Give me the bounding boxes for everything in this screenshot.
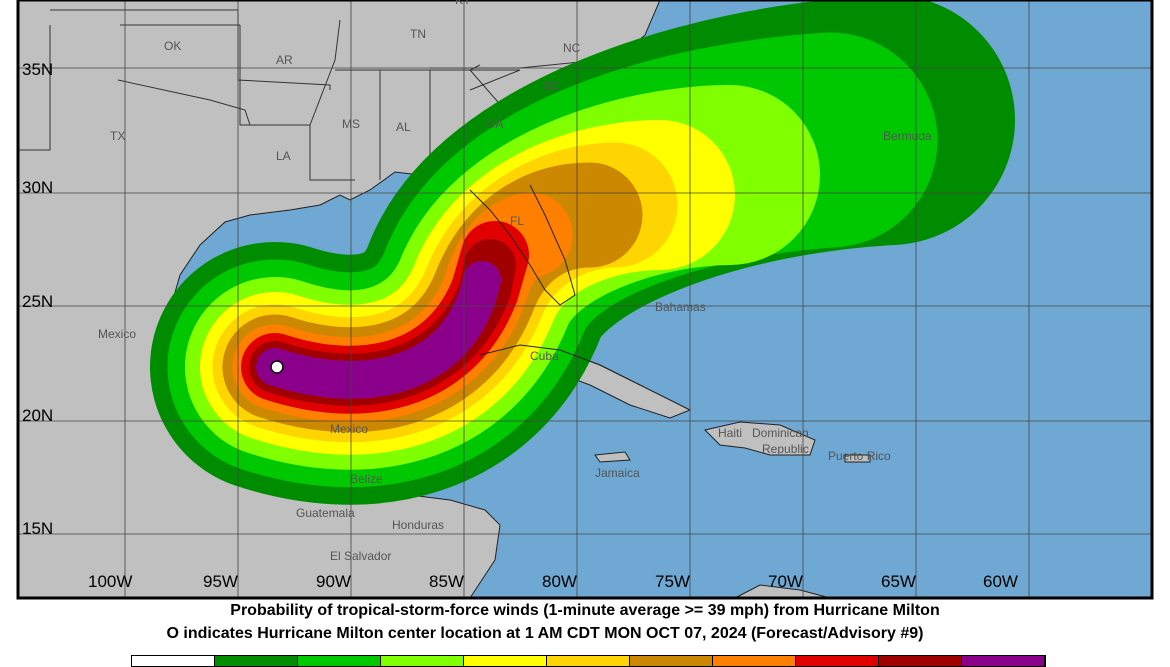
lat-label: 30N [22, 178, 53, 197]
place-label: Dominican [752, 426, 809, 440]
place-label: SC [543, 79, 560, 93]
place-label: KY [455, 0, 471, 7]
lat-label: 35N [22, 60, 53, 79]
place-label: TN [410, 27, 426, 41]
wind-probability-map: 100W 95W 90W 85W 80W 75W 70W 65W 60W 35N… [16, 0, 1154, 600]
legend-swatch [796, 656, 879, 666]
place-label: Bahamas [655, 300, 706, 314]
place-label: Republic [762, 442, 809, 456]
place-label: LA [276, 149, 291, 163]
lon-label: 65W [881, 572, 916, 591]
place-label: GA [486, 117, 503, 131]
place-label: Puerto Rico [828, 449, 891, 463]
legend-swatch [215, 656, 298, 666]
place-label: Guatemala [296, 506, 355, 520]
legend-swatch [381, 656, 464, 666]
place-label: Mexico [98, 327, 136, 341]
cuba-coastline [479, 344, 641, 386]
place-label: Mexico [330, 422, 368, 436]
lat-label: 15N [22, 519, 53, 538]
lon-label: 80W [542, 572, 577, 591]
caption-title: Probability of tropical-storm-force wind… [230, 602, 940, 619]
legend-swatch [879, 656, 962, 666]
lon-label: 100W [88, 572, 132, 591]
storm-center-icon [270, 360, 284, 374]
lon-label: 70W [768, 572, 803, 591]
legend-swatch [547, 656, 630, 666]
place-label: El Salvador [330, 549, 391, 563]
place-label: Cuba [530, 349, 559, 363]
place-label: MS [342, 117, 360, 131]
lon-label: 85W [429, 572, 464, 591]
land-hispaniola [704, 421, 816, 456]
place-label: OK [164, 39, 181, 53]
place-label: AR [276, 53, 293, 67]
place-label: Honduras [392, 518, 444, 532]
land-puerto-rico [844, 454, 871, 463]
place-label: AL [396, 120, 411, 134]
legend-swatch [713, 656, 796, 666]
florida-coastline [469, 184, 576, 306]
lon-label: 75W [655, 572, 690, 591]
lat-label: 20N [22, 406, 53, 425]
place-label: Jamaica [595, 466, 640, 480]
legend-swatch [298, 656, 381, 666]
legend-swatch [962, 656, 1045, 666]
lon-label: 60W [983, 572, 1018, 591]
place-label: TX [110, 129, 125, 143]
probability-bands [150, 0, 1015, 505]
legend-swatch [630, 656, 713, 666]
place-label: Haiti [718, 426, 742, 440]
place-label: NC [563, 41, 581, 55]
probability-band [256, 261, 501, 399]
legend-swatch [132, 656, 215, 666]
place-label: Bermuda [883, 129, 932, 143]
place-label: FL [510, 214, 524, 228]
lon-label: 95W [203, 572, 238, 591]
probability-legend [131, 655, 1046, 667]
legend-swatch [464, 656, 547, 666]
lon-label: 90W [316, 572, 351, 591]
place-label: Belize [350, 472, 383, 486]
graticule [18, 0, 1152, 598]
caption-subtitle: O indicates Hurricane Milton center loca… [166, 625, 924, 642]
land-jamaica [594, 451, 631, 463]
lat-label: 25N [22, 292, 53, 311]
map-frame [16, 0, 1154, 600]
